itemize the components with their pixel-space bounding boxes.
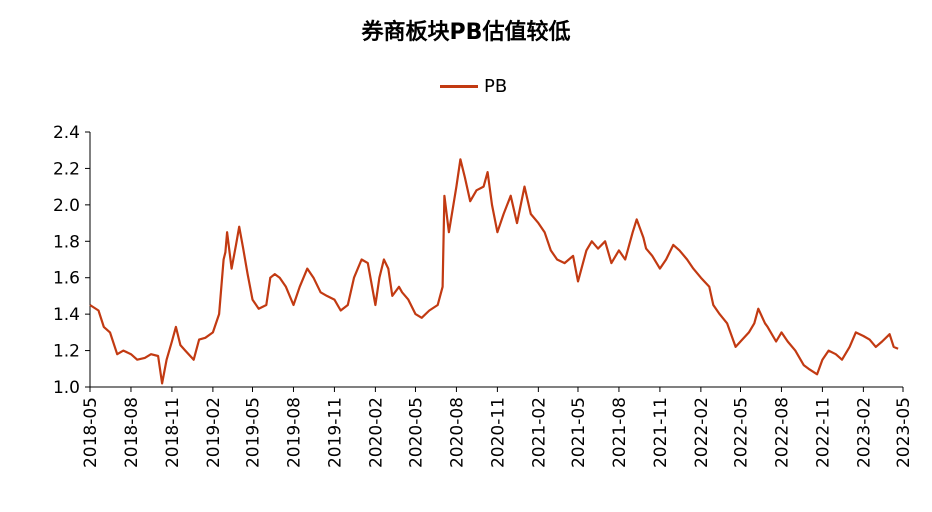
y-tick-label: 2.0 — [53, 196, 80, 216]
x-tick-label: 2019-05 — [244, 397, 264, 468]
x-tick-label: 2019-08 — [284, 397, 304, 468]
legend: PB — [440, 76, 507, 97]
y-tick-label: 1.2 — [53, 342, 80, 362]
chart-title: 券商板块PB估值较低 — [361, 20, 571, 45]
legend-swatch — [440, 85, 478, 88]
x-tick-label: 2018-08 — [122, 397, 142, 468]
y-tick-label: 2.4 — [53, 123, 80, 143]
x-tick-label: 2021-11 — [651, 397, 671, 468]
x-tick-label: 2022-02 — [692, 397, 712, 468]
x-tick-label: 2019-11 — [325, 397, 345, 468]
x-tick-label: 2021-02 — [529, 397, 549, 468]
x-tick-label: 2020-08 — [447, 397, 467, 468]
x-tick-label: 2018-05 — [81, 397, 101, 468]
y-tick-label: 1.4 — [53, 305, 80, 325]
x-tick-label: 2019-02 — [204, 397, 224, 468]
x-tick-label: 2021-08 — [610, 397, 630, 468]
x-tick-label: 2020-05 — [406, 397, 426, 468]
x-tick-label: 2020-02 — [366, 397, 386, 468]
y-tick-label: 2.2 — [53, 159, 80, 179]
y-tick-label: 1.6 — [53, 269, 80, 289]
series-line-pb — [89, 158, 899, 385]
x-tick-label: 2022-11 — [813, 397, 833, 468]
x-tick-label: 2022-08 — [772, 397, 792, 468]
y-tick-label: 1.8 — [53, 232, 80, 252]
x-tick-label: 2022-05 — [731, 397, 751, 468]
x-tick-label: 2021-05 — [569, 397, 589, 468]
legend-label: PB — [484, 76, 508, 97]
x-tick-label: 2020-11 — [488, 397, 508, 468]
y-tick-label: 1.0 — [53, 378, 80, 398]
x-tick-label: 2018-11 — [163, 397, 183, 468]
x-tick-label: 2023-02 — [854, 397, 874, 468]
x-tick-label: 2023-05 — [894, 397, 914, 468]
